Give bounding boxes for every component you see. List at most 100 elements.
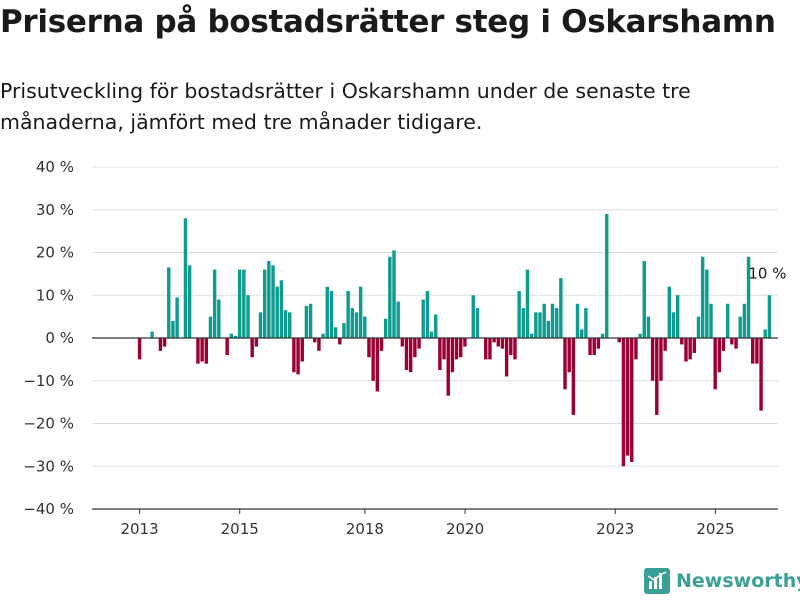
bar [659, 338, 663, 381]
bar [162, 338, 167, 347]
bar [546, 320, 551, 338]
bar [425, 290, 430, 338]
y-tick-label: 20 % [36, 244, 74, 262]
bar [488, 338, 492, 360]
bar [529, 333, 534, 338]
bar [625, 338, 630, 456]
bar [454, 338, 459, 360]
bar [692, 338, 697, 353]
bar [738, 316, 742, 338]
bar [621, 338, 626, 467]
bar [275, 286, 279, 338]
bar [434, 314, 438, 338]
bar [267, 261, 271, 338]
bar [571, 338, 576, 415]
brand-logo[interactable]: Newsworthy [644, 568, 800, 594]
bar [187, 265, 192, 338]
bar [208, 316, 213, 338]
bar [763, 329, 767, 338]
bar [688, 338, 692, 360]
bar [709, 303, 713, 338]
bar [171, 320, 175, 338]
bar [638, 333, 642, 338]
bar [575, 303, 580, 338]
bar [438, 338, 442, 371]
bar [308, 303, 313, 338]
bar [459, 338, 463, 358]
y-tick-label: 0 % [45, 329, 74, 347]
bar [742, 303, 747, 338]
bar [605, 214, 609, 338]
x-axis-ticks: 2013 2015 2018 2020 2023 2025 [120, 509, 735, 538]
bar [242, 269, 246, 338]
bar [421, 299, 425, 338]
bar [262, 269, 267, 338]
bar [200, 338, 204, 362]
bar [646, 316, 651, 338]
bar [471, 295, 475, 338]
bar [450, 338, 455, 373]
bar [521, 308, 526, 338]
y-tick-label: −20 % [23, 415, 74, 433]
bar [746, 256, 751, 338]
bar [500, 338, 505, 349]
bar [509, 338, 513, 356]
bar [258, 312, 263, 338]
bar [734, 338, 738, 349]
bar [383, 318, 388, 338]
y-tick-label: 40 % [36, 158, 74, 176]
brand-name: Newsworthy [676, 570, 800, 592]
y-tick-label: 10 % [36, 286, 74, 304]
bar [204, 338, 209, 364]
bar [725, 303, 730, 338]
bar [596, 338, 601, 349]
bar [313, 338, 317, 343]
bar [767, 295, 772, 338]
bar [675, 295, 680, 338]
bar [212, 269, 217, 338]
bar [233, 335, 238, 338]
bar [304, 305, 309, 338]
bar [717, 338, 722, 373]
bar [288, 312, 292, 338]
bar [333, 327, 338, 338]
bar [496, 338, 500, 347]
bar [684, 338, 688, 362]
bar [600, 333, 605, 338]
bar [279, 280, 284, 338]
bar [317, 338, 321, 351]
bar [292, 338, 296, 373]
bar [755, 338, 759, 364]
bar [375, 338, 380, 392]
x-tick-label: 2023 [596, 520, 634, 538]
y-axis-ticks: 40 % 30 % 20 % 10 % 0 % −10 % −20 % −30 % −40 % [23, 158, 74, 518]
bar [329, 290, 334, 338]
bar [388, 256, 392, 338]
bar [271, 265, 275, 338]
bar [655, 338, 659, 415]
bar [346, 290, 350, 338]
x-tick-label: 2018 [346, 520, 384, 538]
bar [592, 338, 596, 356]
bar [567, 338, 571, 373]
bar [429, 331, 434, 338]
bar [705, 269, 709, 338]
bar [183, 218, 188, 338]
x-tick-label: 2015 [221, 520, 259, 538]
x-tick-label: 2013 [120, 520, 158, 538]
bar [237, 269, 242, 338]
bar [300, 338, 304, 362]
bar [650, 338, 655, 381]
bar [417, 338, 421, 349]
bar [696, 316, 701, 338]
bar [296, 338, 300, 375]
bar [167, 267, 171, 338]
axes [92, 337, 778, 510]
annotations: 10 % [748, 264, 786, 282]
chart-subtitle: Prisutveckling för bostadsrätter i Oskar… [0, 79, 691, 134]
bar [158, 338, 163, 351]
bar [392, 250, 396, 338]
bar [137, 338, 142, 360]
x-tick-label: 2025 [696, 520, 734, 538]
